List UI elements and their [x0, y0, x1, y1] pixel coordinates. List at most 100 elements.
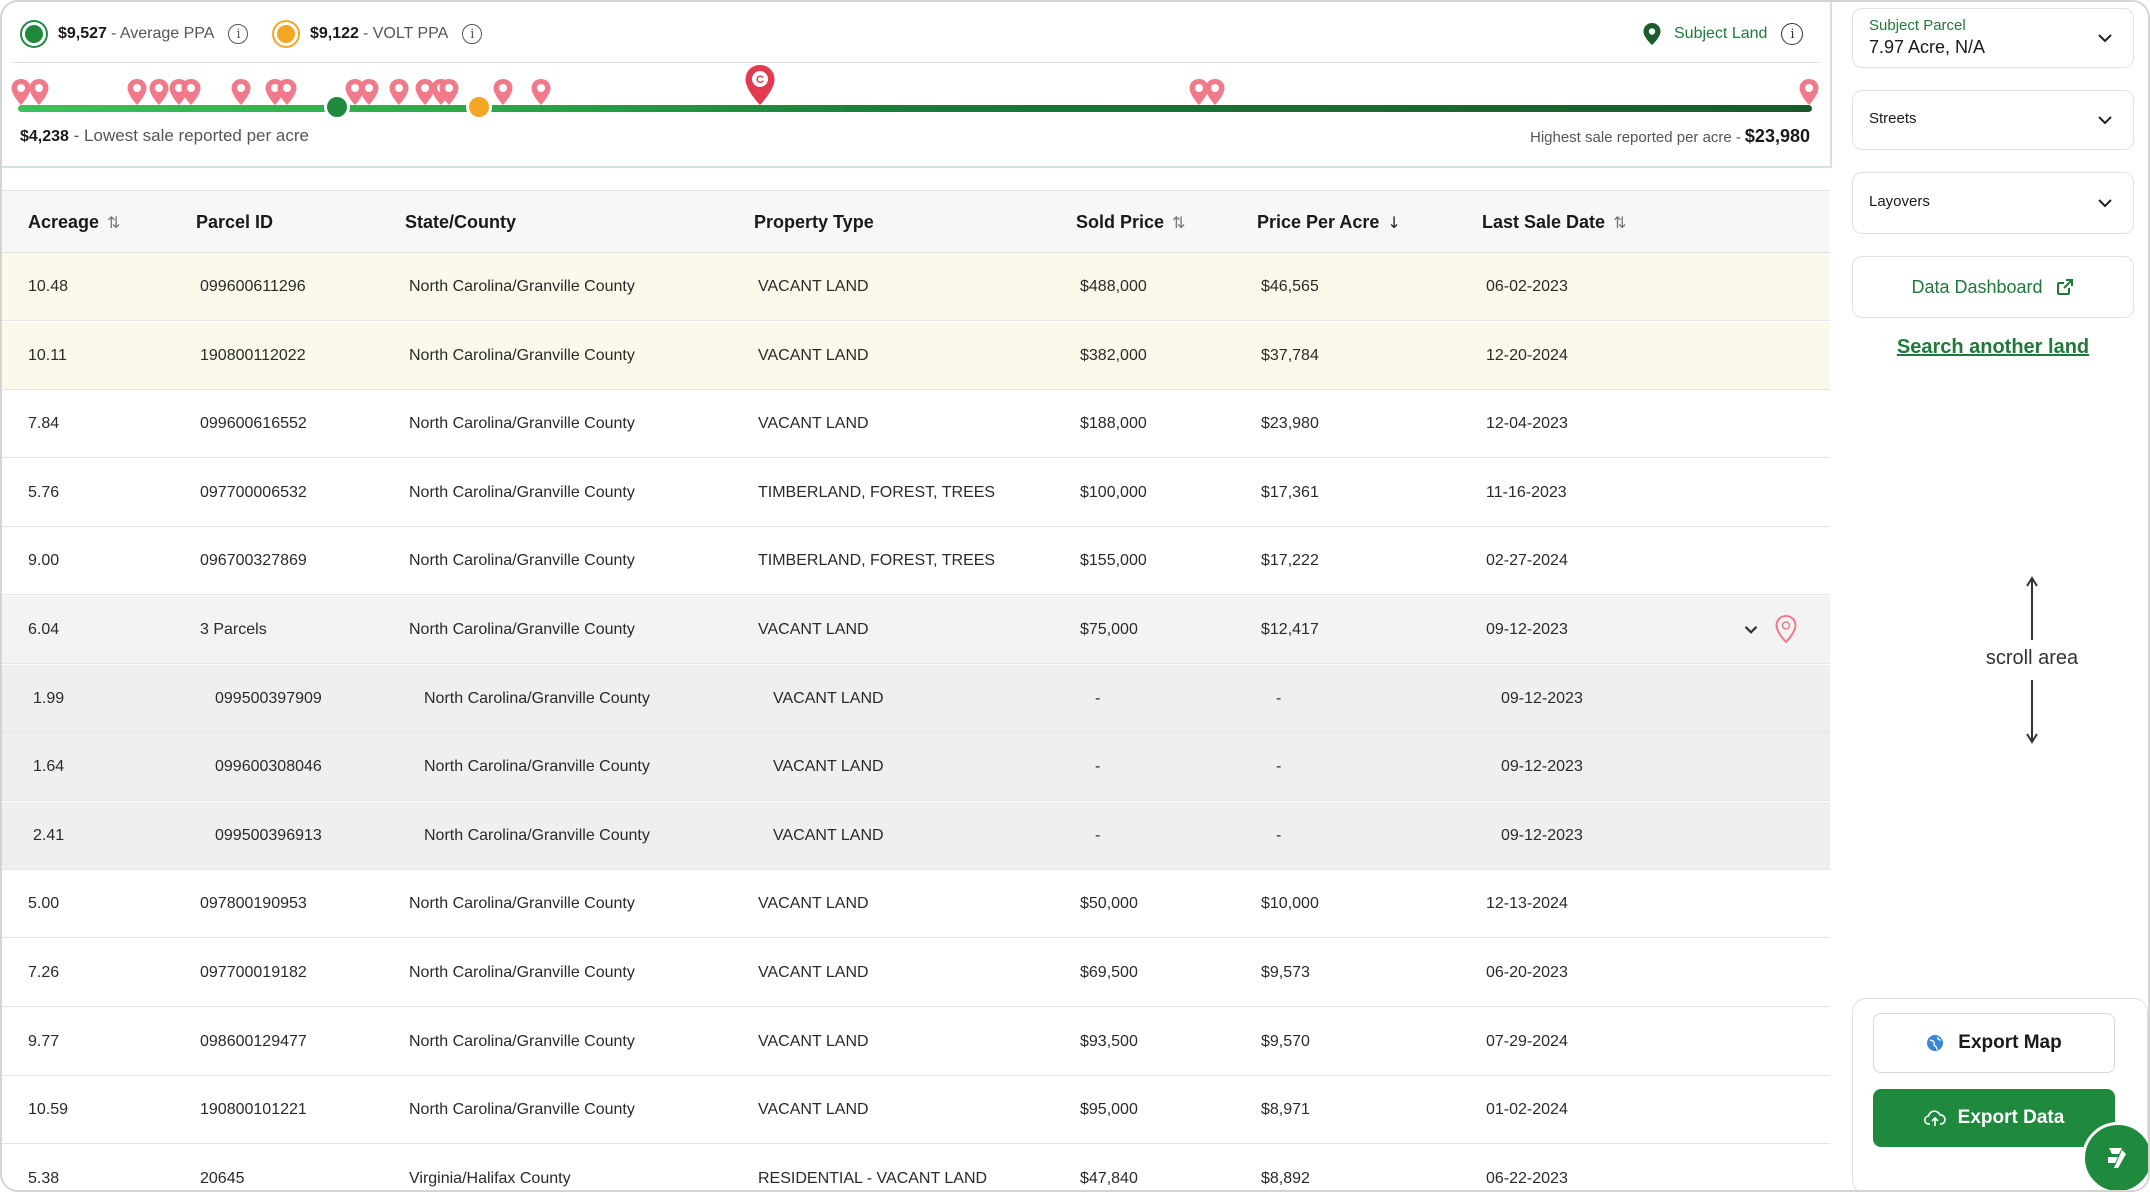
cell-parcel-id: 099500397909	[215, 689, 322, 707]
cell-property-type: VACANT LAND	[758, 346, 869, 364]
sort-descending-icon[interactable]: ↓	[1387, 212, 1401, 232]
map-pin-icon[interactable]	[10, 78, 32, 106]
sub-parcel-row[interactable]: 1.64 099600308046 North Carolina/Granville…	[2, 733, 1830, 802]
cell-sold-price: $488,000	[1080, 278, 1147, 295]
map-pin-icon[interactable]	[530, 78, 552, 106]
cell-last-sale-date: 02-27-2024	[1486, 552, 1568, 570]
table-row[interactable]: 5.38 20645 Virginia/Halifax County RESIDENT…	[2, 1145, 1830, 1190]
highest-sale-label: Highest sale reported per acre - $23,980	[1530, 126, 1810, 147]
cell-property-type: VACANT LAND	[773, 689, 884, 707]
map-pin-icon[interactable]	[492, 78, 514, 106]
map-pin-icon[interactable]	[1774, 614, 1798, 644]
subject-pin-letter: C	[756, 74, 764, 86]
map-pin-icon[interactable]	[358, 78, 380, 106]
cell-property-type: VACANT LAND	[773, 826, 884, 844]
cell-parcel-id: 096700327869	[200, 552, 307, 570]
volt-ppa-legend: $9,122 - VOLT PPA i	[274, 19, 483, 49]
map-pin-icon[interactable]	[276, 78, 298, 106]
volt-ppa-info-icon[interactable]: i	[462, 24, 483, 44]
subject-parcel-dropdown[interactable]: Subject Parcel 7.97 Acre, N/A	[1852, 8, 2134, 68]
sort-icon[interactable]: ⇅	[1613, 212, 1627, 232]
parcel-group-row[interactable]: 6.04 3 Parcels North Carolina/Granville Co…	[2, 596, 1830, 664]
cell-sold-price: $93,500	[1080, 1032, 1138, 1050]
table-row[interactable]: 7.84 099600616552 North Carolina/Granville…	[2, 390, 1830, 459]
map-pin-icon[interactable]	[344, 78, 366, 106]
map-pin-icon[interactable]	[180, 78, 202, 106]
cell-property-type: VACANT LAND	[758, 895, 869, 913]
data-dashboard-button[interactable]: Data Dashboard	[1852, 256, 2134, 318]
map-pin-icon[interactable]	[438, 78, 460, 106]
table-row[interactable]: 5.76 097700006532 North Carolina/Granville…	[2, 459, 1830, 527]
chevron-down-icon	[2098, 34, 2112, 43]
right-panel: Subject Parcel 7.97 Acre, N/A Streets La…	[1832, 2, 2148, 1190]
table-row[interactable]: 5.00 097800190953 North Carolina/Granville…	[2, 870, 1830, 939]
price-track-line	[18, 105, 1812, 112]
header-sold-price-label: Sold Price	[1076, 211, 1165, 232]
price-bar-divider	[12, 62, 1820, 63]
export-data-button[interactable]: Export Data	[1873, 1089, 2115, 1147]
globe-icon	[1927, 1035, 1944, 1051]
map-pin-icon[interactable]	[230, 78, 252, 106]
cell-last-sale-date: 09-12-2023	[1501, 826, 1583, 844]
cell-parcel-id: 190800112022	[200, 346, 306, 364]
header-last-sale-date[interactable]: Last Sale Date ⇅	[1482, 191, 1626, 253]
sort-icon[interactable]: ⇅	[107, 212, 121, 232]
header-parcel-id: Parcel ID	[196, 191, 273, 253]
cell-state-county: Virginia/Halifax County	[409, 1169, 571, 1187]
header-price-per-acre[interactable]: Price Per Acre ↓	[1257, 191, 1401, 253]
arrow-up-icon	[2026, 576, 2038, 640]
volt-ppa-marker[interactable]	[466, 94, 492, 120]
streets-dropdown[interactable]: Streets	[1852, 90, 2134, 150]
subject-parcel-label: Subject Parcel	[1869, 17, 1966, 34]
scroll-area[interactable]: scroll area	[1952, 576, 2112, 749]
header-sold-price[interactable]: Sold Price ⇅	[1076, 191, 1185, 253]
map-pin-icon[interactable]	[28, 78, 50, 106]
layovers-label: Layovers	[1869, 193, 1930, 210]
cell-price-per-acre: $17,222	[1261, 552, 1319, 570]
map-pin-icon[interactable]	[1188, 78, 1210, 106]
average-ppa-marker[interactable]	[324, 94, 350, 120]
subject-land-info-icon[interactable]: i	[1781, 23, 1804, 45]
export-map-button[interactable]: Export Map	[1873, 1013, 2115, 1073]
data-dashboard-label: Data Dashboard	[1911, 276, 2043, 297]
cell-acreage: 9.77	[28, 1032, 60, 1050]
sub-parcel-row[interactable]: 1.99 099500397909 North Carolina/Granville…	[2, 664, 1830, 733]
sort-icon[interactable]: ⇅	[1172, 212, 1186, 232]
chat-widget-button[interactable]	[2082, 1122, 2148, 1190]
table-row[interactable]: 9.77 098600129477 North Carolina/Granville…	[2, 1008, 1830, 1076]
cell-last-sale-date: 09-12-2023	[1486, 621, 1568, 638]
cell-acreage: 1.64	[33, 758, 65, 776]
subject-parcel-pin-icon[interactable]: C	[744, 64, 776, 106]
table-row[interactable]: 10.59 190800101221 North Carolina/Granvill…	[2, 1076, 1830, 1145]
price-range-bar: $9,527 - Average PPA i $9,122 - VOLT PPA…	[2, 2, 1832, 168]
map-pin-icon[interactable]	[388, 78, 410, 106]
map-pin-icon[interactable]	[148, 78, 170, 106]
table-row[interactable]: 9.00 096700327869 North Carolina/Granville…	[2, 527, 1830, 596]
cell-last-sale-date: 06-02-2023	[1486, 278, 1568, 295]
cell-sold-price: -	[1095, 826, 1101, 844]
cloud-upload-icon	[1923, 1110, 1946, 1126]
map-pin-icon[interactable]	[1204, 78, 1226, 106]
cell-property-type: RESIDENTIAL - VACANT LAND	[758, 1169, 988, 1187]
header-property-type: Property Type	[754, 191, 874, 253]
map-pin-icon[interactable]	[414, 78, 436, 106]
header-acreage[interactable]: Acreage ⇅	[28, 191, 120, 253]
cell-acreage: 7.84	[28, 415, 60, 433]
map-pin-icon[interactable]	[1798, 78, 1820, 106]
sub-parcel-row[interactable]: 2.41 099500396913 North Carolina/Granville…	[2, 801, 1830, 870]
cell-last-sale-date: 12-13-2024	[1486, 895, 1568, 913]
cell-acreage: 10.11	[28, 346, 67, 364]
cell-acreage: 1.99	[33, 689, 65, 707]
layovers-dropdown[interactable]: Layovers	[1852, 172, 2134, 234]
table-row[interactable]: 10.11 190800112022 North Carolina/Granvill…	[2, 321, 1830, 390]
header-price-per-acre-label: Price Per Acre	[1257, 211, 1380, 232]
table-row[interactable]: 7.26 097700019182 North Carolina/Granville…	[2, 939, 1830, 1007]
map-pin-icon[interactable]	[126, 78, 148, 106]
table-header: Acreage ⇅ Parcel ID State/County Property…	[2, 191, 1830, 253]
lowest-sale-label: $4,238 - Lowest sale reported per acre	[20, 126, 309, 146]
average-ppa-info-icon[interactable]: i	[228, 24, 249, 44]
search-another-land-link[interactable]: Search another land	[1896, 336, 2090, 358]
chevron-down-icon[interactable]	[1740, 618, 1762, 640]
cell-last-sale-date: 01-02-2024	[1486, 1101, 1568, 1119]
table-row[interactable]: 10.48 099600611296 North Carolina/Granvill…	[2, 253, 1830, 321]
